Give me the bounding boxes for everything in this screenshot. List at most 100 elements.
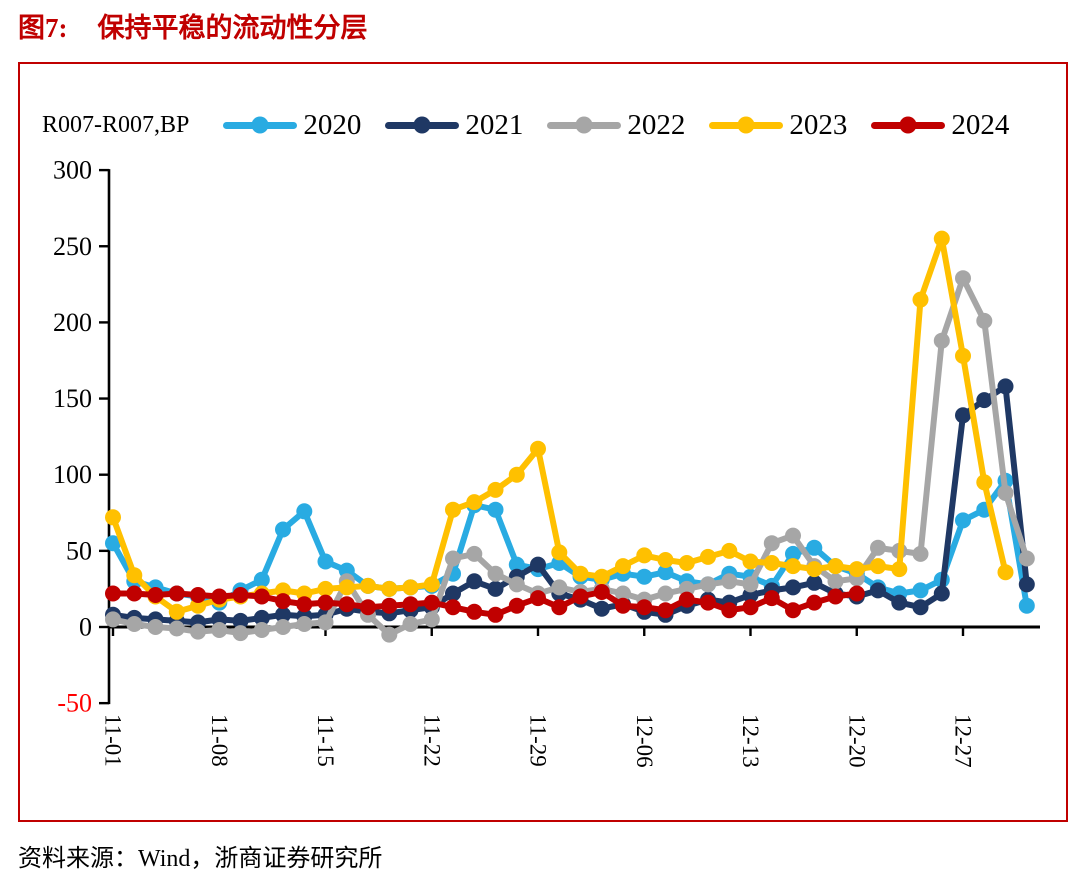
data-point-2024: [593, 584, 610, 600]
data-point-2021: [1018, 576, 1035, 593]
data-point-2022: [700, 576, 716, 593]
legend-label-2021: 2021: [465, 108, 524, 141]
data-point-2021: [806, 574, 823, 591]
chart-frame: 300 250 200 150 100 50 0 -50 11-01 11-08 11-15 11-2…: [18, 62, 1068, 822]
figure-title: 图7: 保持平稳的流动性分层: [18, 6, 368, 45]
data-point-2024: [848, 585, 865, 602]
y-axis-unit-label: R007-R007,BP: [42, 111, 190, 138]
data-point-2020: [636, 568, 653, 585]
data-point-2024: [105, 585, 121, 602]
data-point-2022: [721, 573, 738, 590]
data-point-2024: [296, 596, 313, 613]
data-point-2020: [806, 539, 823, 556]
x-tick-label: 11-22: [419, 714, 444, 767]
y-tick-label: 100: [53, 460, 92, 489]
data-point-2021: [933, 585, 950, 602]
data-point-2023: [933, 230, 950, 247]
data-point-2024: [381, 597, 398, 614]
data-point-2023: [678, 555, 695, 571]
data-point-2024: [190, 587, 206, 603]
x-tick-label: 11-29: [526, 714, 551, 767]
data-point-2024: [487, 606, 504, 623]
legend-label-2024: 2024: [951, 108, 1010, 141]
x-tick-label: 12-13: [738, 714, 763, 768]
legend-marker-dot: [737, 116, 755, 134]
series-line-2022: [110, 275, 1030, 638]
data-point-2021: [487, 580, 504, 597]
data-point-2024: [827, 588, 844, 605]
data-point-2023: [955, 347, 971, 364]
x-tick-label: 12-27: [951, 714, 976, 768]
data-point-2023: [317, 580, 334, 597]
data-point-2023: [870, 558, 886, 575]
data-point-2022: [955, 270, 971, 287]
data-point-2024: [423, 594, 440, 611]
data-point-2023: [785, 558, 801, 575]
x-tick-label: 11-15: [313, 714, 338, 767]
legend-marker-2022: [547, 116, 622, 134]
data-point-2022: [976, 312, 993, 329]
data-point-2023: [848, 561, 865, 578]
data-point-2023: [551, 544, 568, 561]
legend-row: R007-R007,BP 2020 2021 2022 2023 2024: [42, 104, 1062, 146]
legend-marker-dot: [413, 116, 431, 134]
data-point-2024: [551, 599, 568, 616]
data-point-2023: [636, 547, 653, 564]
legend-label-2020: 2020: [303, 108, 362, 141]
data-point-2024: [721, 602, 738, 619]
data-point-2020: [296, 503, 313, 520]
data-point-2024: [317, 594, 334, 611]
source-note: 资料来源：Wind，浙商证券研究所: [18, 846, 383, 872]
data-point-2022: [445, 550, 461, 567]
legend-item-2021: 2021: [385, 108, 524, 141]
data-point-2024: [147, 587, 164, 603]
legend-label-2023: 2023: [789, 108, 848, 141]
legend-marker-dot: [899, 116, 917, 134]
x-tick-label: 11-01: [101, 714, 126, 767]
data-point-2022: [657, 585, 674, 602]
data-point-2023: [593, 568, 610, 585]
x-tick-label: 12-06: [632, 714, 657, 768]
data-point-2023: [976, 474, 993, 491]
data-point-2021: [785, 579, 801, 596]
data-point-2022: [190, 623, 206, 640]
x-tick-label: 11-08: [207, 714, 232, 767]
data-point-2020: [105, 535, 121, 552]
data-point-2024: [657, 602, 674, 619]
data-point-2022: [296, 616, 313, 632]
legend-item-2022: 2022: [547, 110, 685, 140]
data-point-2024: [466, 603, 483, 620]
data-point-2023: [487, 481, 504, 498]
data-point-2024: [700, 594, 716, 611]
legend-marker-2021: [385, 116, 460, 134]
data-point-2022: [232, 625, 249, 642]
data-point-2024: [360, 599, 376, 616]
data-point-2021: [275, 606, 291, 623]
data-point-2024: [636, 599, 653, 616]
figure-title-text: 保持平稳的流动性分层: [97, 13, 368, 43]
data-point-2024: [445, 599, 461, 616]
legend-item-2020: 2020: [223, 108, 362, 141]
data-point-2021: [253, 609, 270, 626]
y-tick-label: 300: [53, 156, 92, 185]
data-point-2023: [615, 558, 631, 575]
data-point-2022: [763, 535, 780, 552]
data-point-2021: [466, 573, 483, 590]
data-point-2022: [402, 616, 419, 632]
legend-marker-2024: [871, 116, 946, 134]
data-point-2023: [466, 494, 483, 511]
data-point-2022: [551, 579, 568, 596]
data-point-2024: [678, 591, 695, 608]
data-point-2022: [827, 573, 844, 590]
data-point-2021: [997, 378, 1014, 395]
data-point-2021: [530, 556, 546, 573]
data-point-2022: [785, 527, 801, 544]
data-point-2023: [360, 577, 376, 594]
legend-marker-2020: [223, 116, 298, 134]
series-2024: [105, 584, 865, 623]
data-point-2024: [763, 590, 780, 607]
legend: 2020 2021 2022 2023 2024: [223, 108, 1010, 141]
data-point-2022: [466, 545, 483, 562]
data-point-2024: [508, 597, 525, 614]
